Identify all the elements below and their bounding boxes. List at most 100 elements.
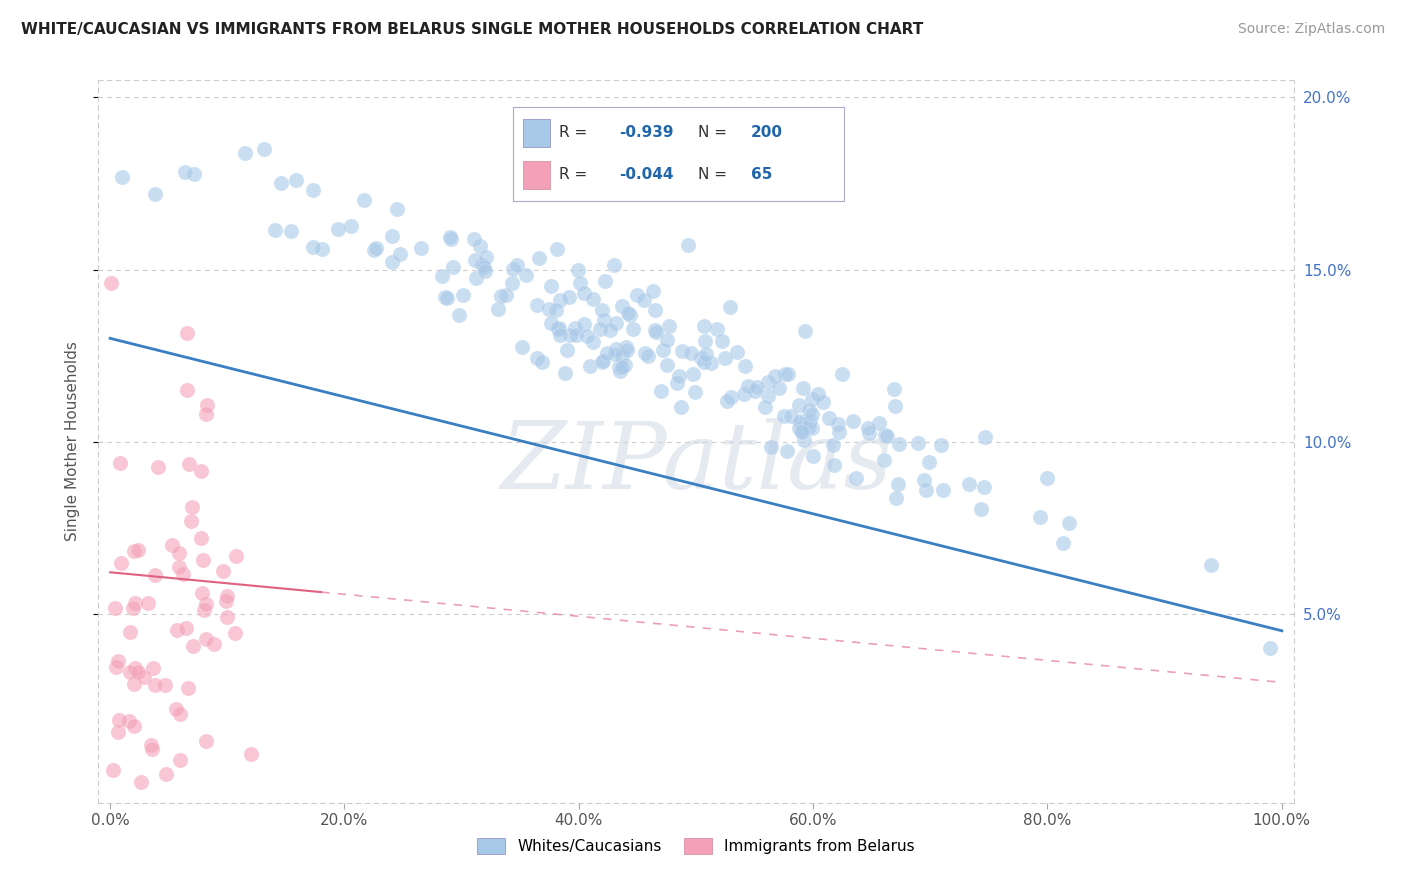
Point — [132, 670, 155, 684]
Point — [1052, 536, 1074, 550]
Point — [510, 340, 533, 354]
Point — [889, 437, 911, 451]
Point — [554, 366, 576, 380]
Point — [546, 302, 568, 317]
Point — [465, 270, 488, 285]
Point — [502, 262, 524, 277]
Point — [136, 596, 159, 610]
Point — [974, 429, 997, 443]
Point — [311, 243, 333, 257]
Point — [763, 368, 786, 383]
Point — [468, 238, 491, 252]
Point — [693, 334, 716, 348]
Point — [658, 319, 681, 334]
Point — [641, 284, 664, 298]
Y-axis label: Single Mother Households: Single Mother Households — [65, 342, 80, 541]
Point — [733, 387, 755, 401]
Point — [564, 320, 586, 334]
Point — [650, 384, 672, 398]
Point — [474, 250, 496, 264]
Point — [103, 763, 125, 777]
Point — [531, 355, 554, 369]
Point — [195, 398, 218, 412]
Point — [110, 556, 132, 570]
Point — [907, 436, 929, 450]
Point — [194, 632, 217, 646]
Point — [183, 639, 205, 653]
Point — [191, 586, 214, 600]
Point — [582, 334, 605, 349]
Point — [605, 316, 627, 330]
Point — [793, 324, 815, 338]
Point — [610, 349, 633, 363]
Point — [776, 443, 799, 458]
Point — [668, 368, 690, 383]
Point — [183, 167, 205, 181]
Point — [464, 252, 486, 267]
Legend: Whites/Caucasians, Immigrants from Belarus: Whites/Caucasians, Immigrants from Belar… — [471, 832, 921, 860]
Point — [436, 291, 458, 305]
Point — [609, 364, 631, 378]
Point — [526, 298, 548, 312]
Point — [211, 565, 233, 579]
Point — [710, 334, 733, 348]
Point — [887, 477, 910, 491]
Point — [789, 399, 811, 413]
Point — [463, 232, 485, 246]
Point — [120, 665, 142, 679]
Point — [169, 707, 191, 722]
Point — [737, 379, 759, 393]
Point — [801, 407, 824, 421]
Text: N =: N = — [699, 167, 733, 182]
Point — [215, 610, 238, 624]
Point — [439, 229, 461, 244]
Point — [127, 665, 149, 679]
Point — [172, 566, 194, 581]
Text: R =: R = — [560, 167, 592, 182]
Point — [651, 343, 673, 357]
Point — [177, 457, 200, 471]
Point — [111, 170, 134, 185]
Point — [593, 274, 616, 288]
Point — [122, 719, 145, 733]
Point — [155, 766, 177, 780]
Point — [100, 277, 122, 291]
Point — [142, 661, 165, 675]
Point — [831, 367, 853, 381]
Point — [385, 202, 408, 216]
Point — [759, 440, 782, 454]
Point — [547, 322, 569, 336]
Point — [441, 260, 464, 275]
Point — [110, 456, 132, 470]
Point — [547, 321, 569, 335]
Point — [693, 355, 716, 369]
Point — [108, 713, 131, 727]
Point — [756, 388, 779, 402]
Point — [202, 636, 225, 650]
Point — [284, 173, 307, 187]
Point — [579, 359, 602, 373]
Point — [801, 392, 824, 407]
Point — [970, 501, 993, 516]
Point — [637, 349, 659, 363]
Point — [714, 351, 737, 366]
Point — [607, 360, 630, 375]
Point — [676, 238, 699, 252]
Point — [644, 302, 666, 317]
Point — [692, 319, 714, 334]
Point — [540, 316, 562, 330]
Point — [695, 347, 717, 361]
Point — [548, 327, 571, 342]
Point — [501, 276, 523, 290]
Point — [780, 409, 803, 423]
Point — [744, 384, 766, 398]
Point — [823, 458, 845, 472]
Point — [194, 407, 217, 421]
Point — [787, 421, 810, 435]
Point — [1199, 558, 1222, 573]
Point — [634, 346, 657, 360]
Point — [215, 590, 238, 604]
Point — [193, 603, 215, 617]
Point — [555, 343, 578, 358]
Point — [572, 285, 595, 300]
